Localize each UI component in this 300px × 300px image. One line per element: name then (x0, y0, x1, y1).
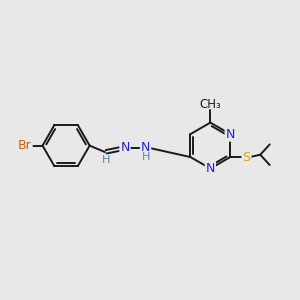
Text: Br: Br (18, 139, 32, 152)
Text: S: S (242, 151, 250, 164)
Text: CH₃: CH₃ (200, 98, 221, 111)
Text: H: H (102, 155, 110, 165)
Text: N: N (120, 141, 130, 154)
Text: N: N (206, 162, 215, 175)
Text: N: N (226, 128, 235, 141)
Text: H: H (142, 152, 151, 162)
Text: N: N (141, 141, 150, 154)
